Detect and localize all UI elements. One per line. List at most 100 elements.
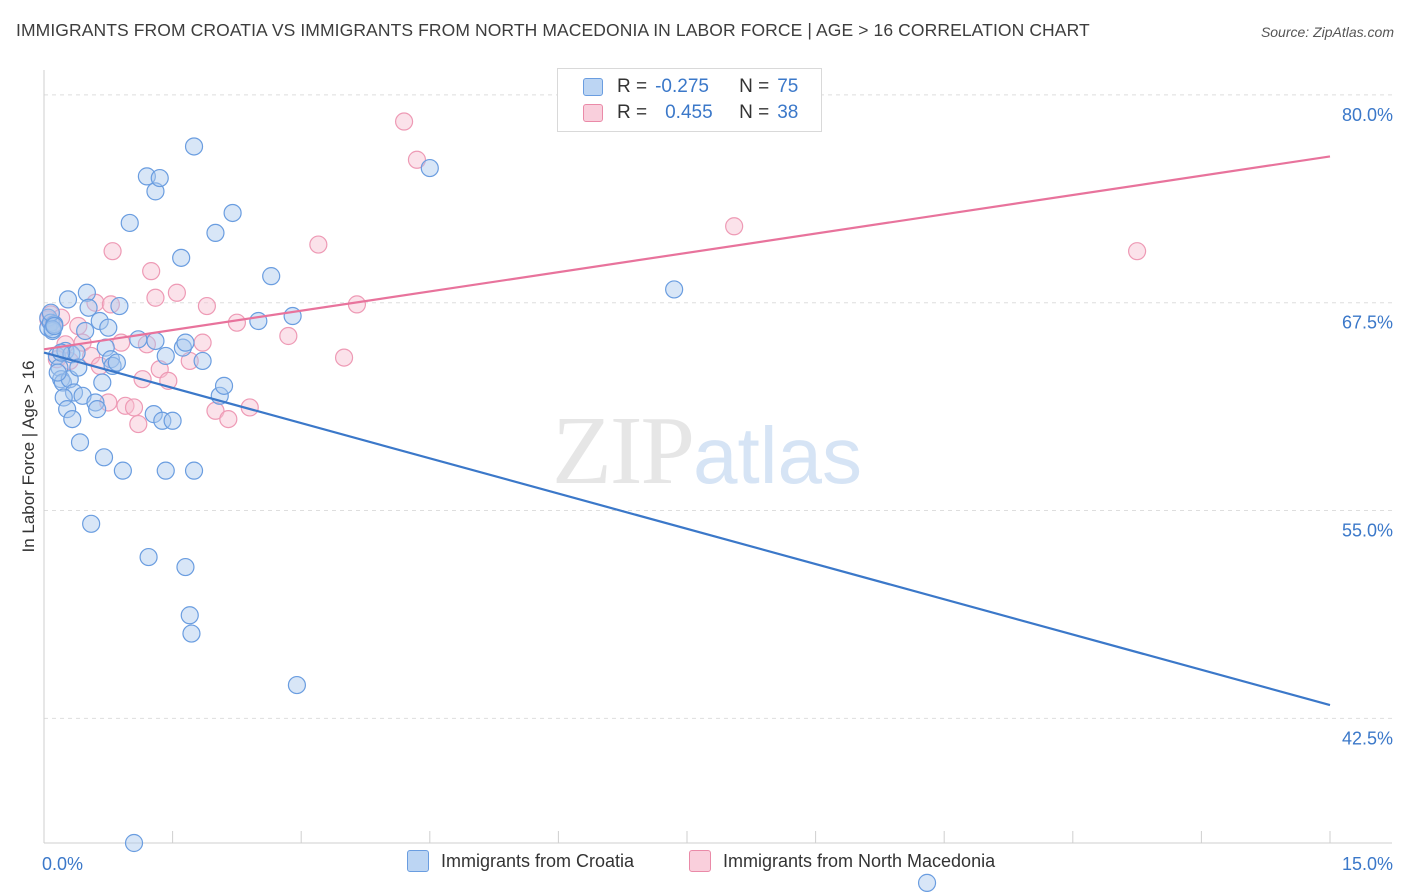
x-tick-label: 0.0% <box>42 854 83 874</box>
croatia-point <box>88 400 107 419</box>
r-value: 0.455 <box>665 102 713 123</box>
y-tick-label: 67.5% <box>1342 313 1393 333</box>
macedonia-point <box>197 296 216 316</box>
croatia-point <box>173 338 192 357</box>
croatia-point <box>146 331 165 351</box>
n-value: 75 <box>777 76 799 97</box>
croatia-point <box>124 833 144 853</box>
watermark-zip: ZIP <box>552 397 695 505</box>
macedonia-points <box>39 112 1147 434</box>
croatia-point <box>193 351 212 371</box>
legend-item-macedonia: Immigrants from North Macedonia <box>689 850 995 872</box>
macedonia-point <box>103 242 122 261</box>
chart-title: IMMIGRANTS FROM CROATIA VS IMMIGRANTS FR… <box>16 20 1090 40</box>
y-tick-label: 42.5% <box>1342 728 1393 748</box>
macedonia-point <box>725 217 744 236</box>
croatia-point <box>76 321 95 341</box>
croatia-points <box>39 137 937 892</box>
macedonia-point <box>124 398 144 417</box>
croatia-point <box>86 393 105 412</box>
croatia-point <box>420 158 439 178</box>
croatia-point <box>150 168 169 188</box>
r-label: R = <box>617 76 648 97</box>
croatia-point <box>223 203 242 223</box>
macedonia-point <box>227 313 246 332</box>
macedonia-point <box>167 283 186 302</box>
croatia-point <box>139 547 158 567</box>
croatia-point <box>54 388 73 407</box>
croatia-point <box>214 376 234 395</box>
croatia-point <box>93 373 112 392</box>
macedonia-point <box>206 401 225 420</box>
croatia-point <box>156 461 175 480</box>
macedonia-point <box>334 348 354 367</box>
axes <box>43 70 1392 844</box>
croatia-point <box>176 557 195 577</box>
croatia-point <box>70 433 90 452</box>
croatia-point <box>82 514 101 533</box>
croatia-point <box>184 461 204 480</box>
macedonia-point <box>142 262 161 281</box>
macedonia-point <box>1127 242 1147 261</box>
croatia-point <box>94 448 114 467</box>
croatia-point <box>163 411 182 430</box>
croatia-point <box>917 873 937 892</box>
macedonia-legend-label: Immigrants from North Macedonia <box>723 850 996 871</box>
croatia-legend-swatch <box>407 850 429 872</box>
macedonia-point <box>146 288 165 307</box>
macedonia-point <box>129 414 148 434</box>
croatia-point <box>48 363 67 382</box>
tick-labels: 42.5% 55.0% 67.5% 80.0% 0.0% 15.0% In Labor Fo… <box>19 105 1393 874</box>
croatia-point <box>665 280 684 299</box>
macedonia-point <box>219 409 238 429</box>
legend-item-croatia: Immigrants from Croatia <box>407 850 634 872</box>
macedonia-legend-swatch <box>689 850 711 872</box>
croatia-point <box>172 248 191 267</box>
n-label: N = <box>739 102 770 123</box>
croatia-point <box>99 318 118 337</box>
r-label: R = <box>617 102 648 123</box>
zipatlas-watermark: ZIPatlas <box>552 395 862 507</box>
croatia-point <box>107 353 126 372</box>
legend-row-croatia: R = -0.275 N = 75 <box>583 75 798 99</box>
y-tick-label: 80.0% <box>1342 105 1393 125</box>
macedonia-point <box>99 393 118 412</box>
croatia-point <box>182 624 201 643</box>
correlation-legend: R = -0.275 N = 75 R = 0.455 N = 38 <box>557 68 822 132</box>
croatia-swatch <box>583 78 603 96</box>
croatia-point <box>153 411 172 430</box>
croatia-point <box>58 400 77 419</box>
watermark-atlas: atlas <box>693 411 862 500</box>
macedonia-point <box>193 333 212 352</box>
croatia-trend-line <box>43 351 1331 707</box>
croatia-point <box>77 283 96 302</box>
n-value: 38 <box>777 102 799 123</box>
croatia-point <box>45 316 64 336</box>
y-axis-title: In Labor Force | Age > 16 <box>19 360 38 552</box>
croatia-point <box>287 675 307 695</box>
macedonia-trend-line <box>43 155 1331 351</box>
macedonia-point <box>394 112 414 131</box>
croatia-point <box>184 137 204 156</box>
macedonia-swatch <box>583 104 603 122</box>
macedonia-point <box>407 150 427 169</box>
macedonia-point <box>309 235 328 254</box>
trend-lines <box>43 155 1331 707</box>
legend-row-macedonia: R = 0.455 N = 38 <box>583 101 798 125</box>
n-label: N = <box>739 76 770 97</box>
croatia-point <box>67 343 86 362</box>
croatia-point <box>180 606 199 625</box>
croatia-point <box>113 461 132 480</box>
croatia-point <box>262 267 281 286</box>
croatia-point <box>249 311 268 331</box>
croatia-point <box>79 298 98 317</box>
macedonia-point <box>347 295 367 314</box>
x-tick-label: 15.0% <box>1342 854 1393 874</box>
croatia-point <box>58 290 78 309</box>
croatia-point <box>110 296 129 316</box>
r-value: -0.275 <box>655 76 709 97</box>
croatia-point <box>176 333 195 352</box>
croatia-legend-label: Immigrants from Croatia <box>441 850 635 871</box>
y-tick-label: 55.0% <box>1342 521 1393 541</box>
